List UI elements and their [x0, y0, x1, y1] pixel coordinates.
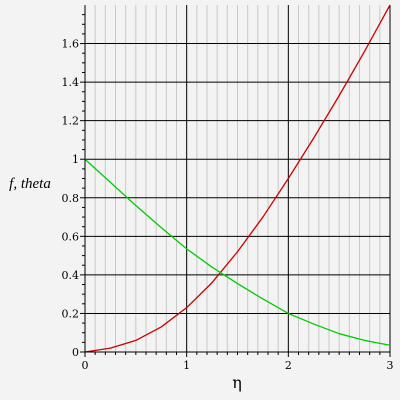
major-grid	[85, 5, 391, 352]
y-tick-label: 1.2	[62, 115, 80, 128]
y-tick-label: 1.6	[62, 38, 80, 51]
series-line-1	[84, 4, 391, 353]
y-tick-label: 0.4	[62, 269, 80, 282]
y-tick-label: 1.4	[62, 76, 80, 89]
axes	[80, 5, 391, 357]
x-tick-label: 2	[285, 359, 292, 372]
x-tick-label: 1	[183, 359, 190, 372]
y-tick-label: 0.6	[62, 230, 80, 243]
y-axis-label: f, theta	[9, 176, 51, 192]
y-tick-label: 0	[72, 346, 79, 359]
series-line-2	[84, 158, 391, 346]
x-axis-label: η	[232, 373, 242, 392]
y-tick-label: 0.8	[62, 192, 80, 205]
series-layer	[84, 4, 391, 353]
x-tick-label: 3	[387, 359, 394, 372]
y-tick-label: 1	[72, 153, 79, 166]
tick-labels: 0 0.2 0.4 0.6 0.8 1 1.2 1.4 1.6 0 1 2 3	[62, 38, 394, 372]
x-tick-label: 0	[82, 359, 89, 372]
minor-grid	[94, 5, 381, 352]
y-tick-label: 0.2	[62, 307, 80, 320]
